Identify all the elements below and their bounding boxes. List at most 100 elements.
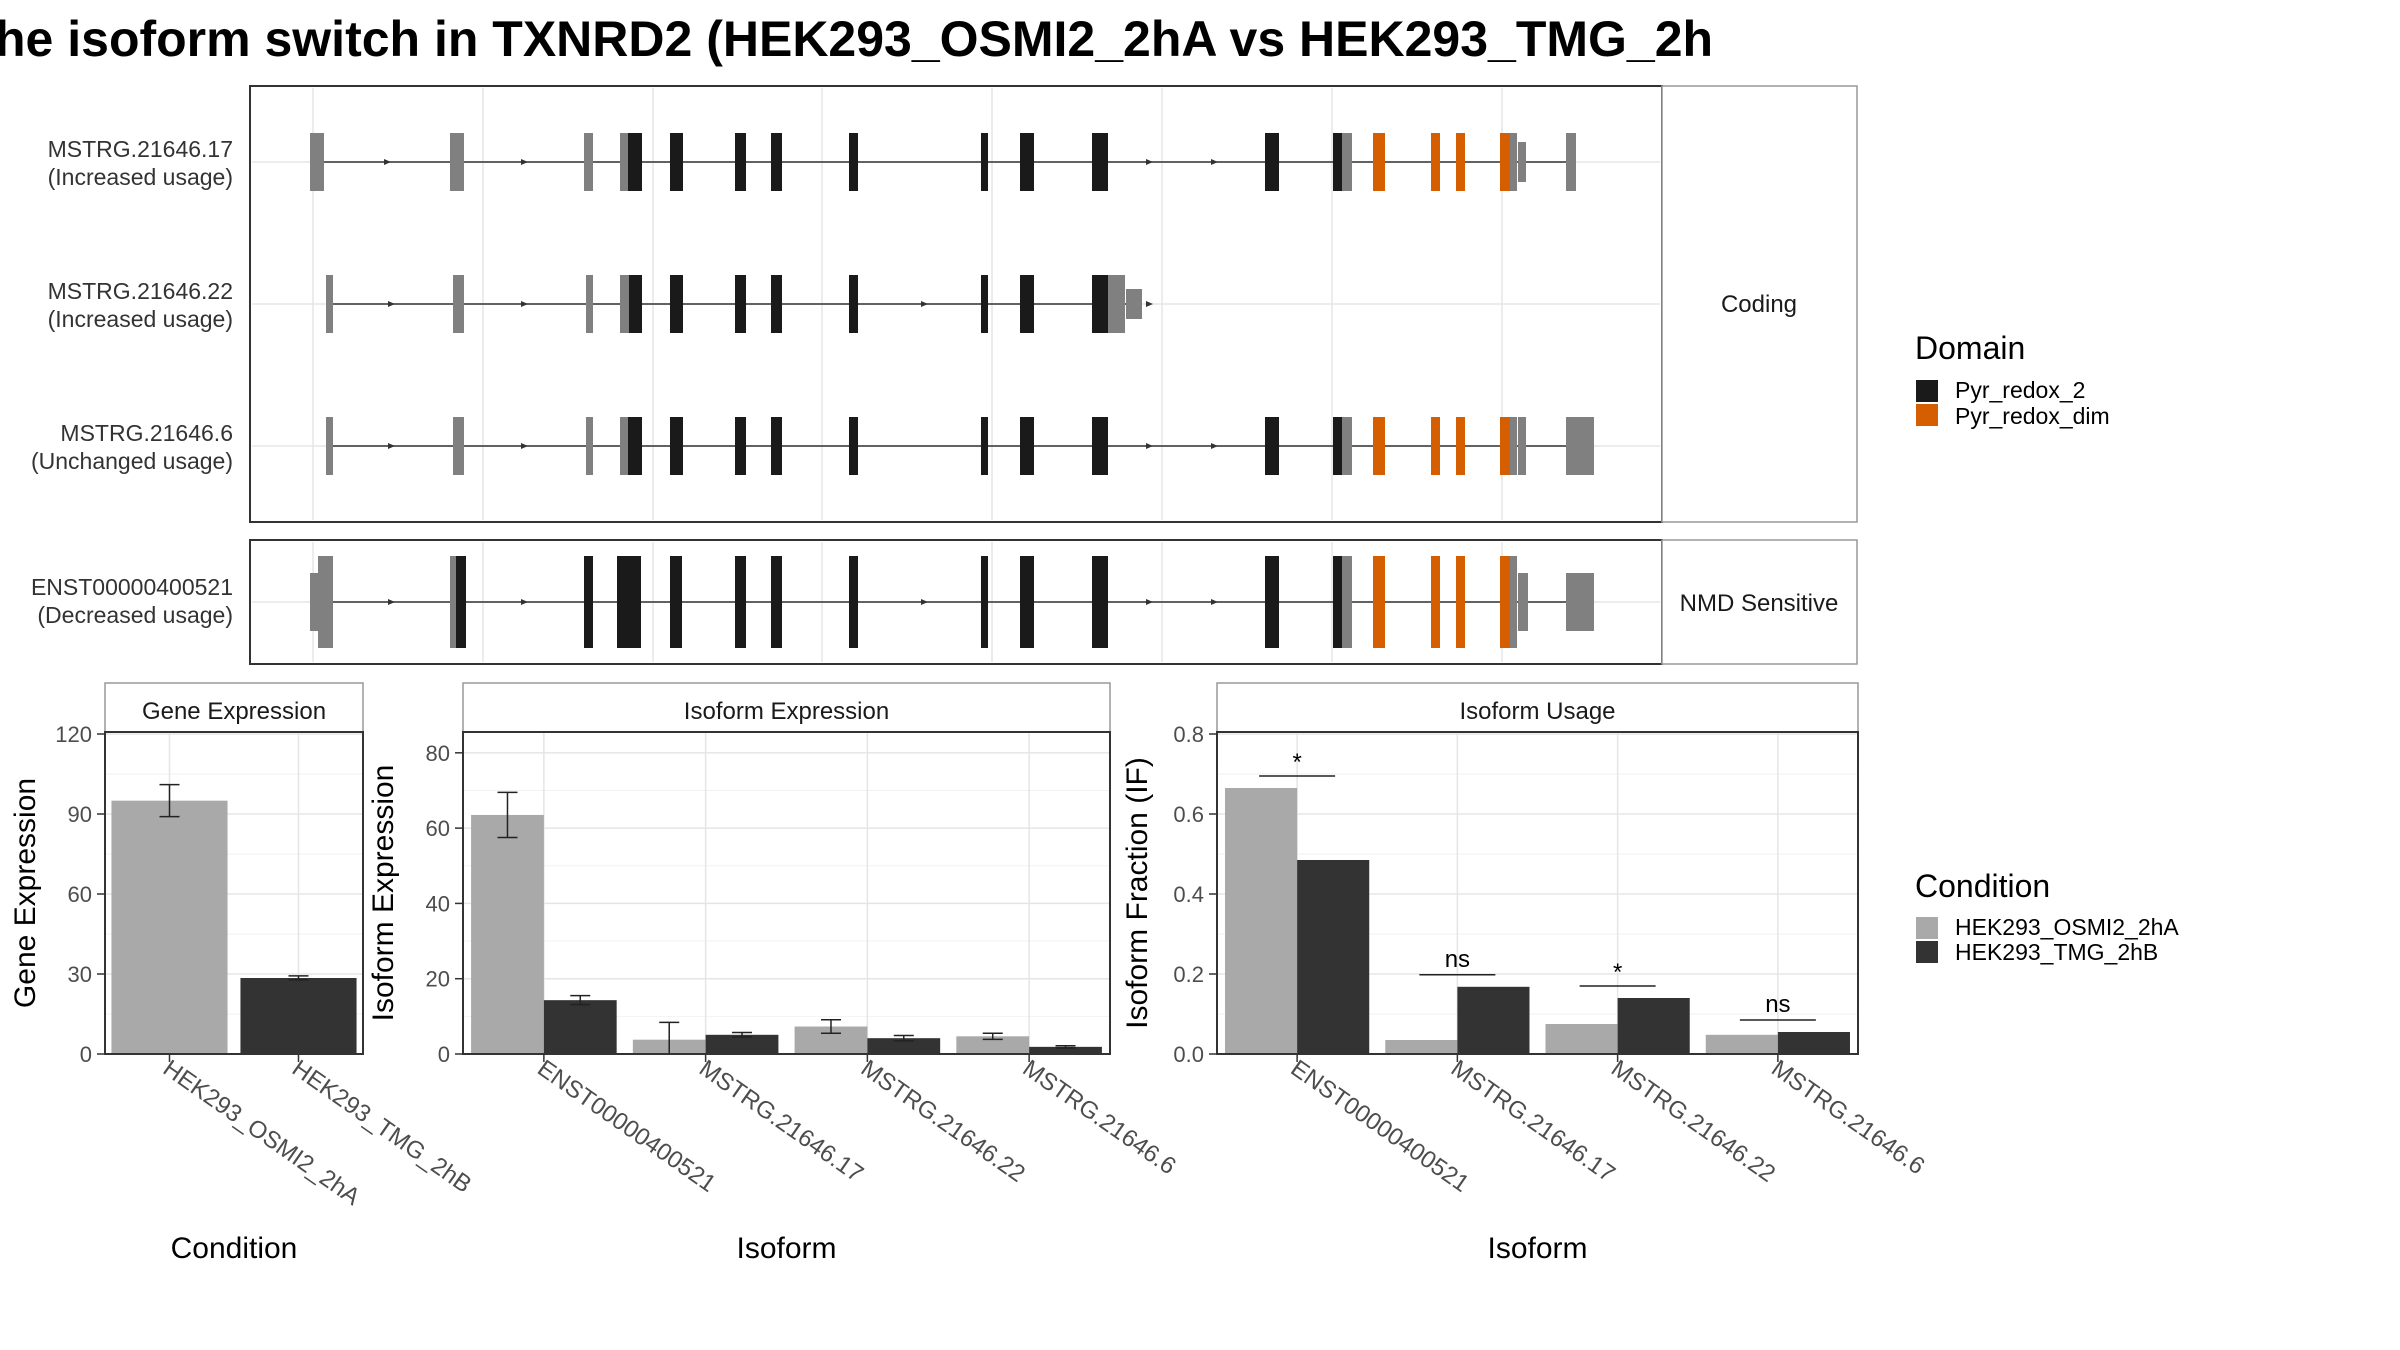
- y-axis-title: Isoform Expression: [367, 765, 400, 1022]
- exon: [450, 133, 464, 191]
- exon: [1518, 417, 1526, 475]
- bar: [1029, 1046, 1102, 1054]
- exon: [1108, 275, 1125, 333]
- exon: [586, 417, 593, 475]
- strand-arrow: [388, 443, 395, 449]
- exon: [771, 556, 782, 648]
- domain-legend: Domain Pyr_redox_2 Pyr_redox_dim: [1915, 330, 2110, 429]
- x-tick-label: MSTRG.21646.22: [856, 1055, 1030, 1188]
- strand-arrow: [521, 599, 528, 605]
- exon: [1265, 417, 1279, 475]
- exon: [1510, 417, 1517, 475]
- exon: [1431, 556, 1440, 648]
- panel-border: [1216, 731, 1859, 1055]
- x-tick-label: MSTRG.21646.6: [1018, 1055, 1181, 1180]
- exon: [326, 417, 333, 475]
- exon: [1500, 417, 1510, 475]
- transcript-row: [310, 556, 1594, 648]
- transcript-row: [326, 275, 1153, 333]
- exon: [1456, 417, 1465, 475]
- exon: [453, 417, 464, 475]
- bar: [1705, 1034, 1778, 1054]
- exon: [584, 133, 593, 191]
- exon: [1092, 275, 1108, 333]
- exon: [456, 556, 466, 648]
- figure-title: he isoform switch in TXNRD2 (HEK293_OSMI…: [0, 11, 1713, 67]
- exon: [1500, 556, 1510, 648]
- bar: [956, 1036, 1030, 1054]
- exon: [771, 417, 782, 475]
- significance-label: *: [1292, 749, 1301, 776]
- exon: [735, 417, 746, 475]
- exon: [1510, 556, 1517, 648]
- exon: [1373, 417, 1385, 475]
- exon: [849, 556, 858, 648]
- exon: [1020, 133, 1034, 191]
- coding-strip-label: Coding: [1721, 291, 1797, 318]
- panel-border: [462, 731, 1111, 1055]
- facet-strip: [104, 682, 364, 733]
- exon: [1342, 417, 1352, 475]
- strand-arrow: [921, 599, 928, 605]
- y-tick-label: 120: [55, 722, 92, 747]
- legend-label-cond-b: HEK293_TMG_2hB: [1955, 939, 2158, 965]
- exon: [1333, 417, 1342, 475]
- nmd-strip-label: NMD Sensitive: [1680, 590, 1839, 617]
- exon: [1126, 289, 1142, 319]
- y-tick-label: 80: [426, 741, 450, 766]
- y-tick-label: 20: [426, 967, 450, 992]
- exon: [735, 275, 746, 333]
- legend-label-pyr-redox-2: Pyr_redox_2: [1955, 377, 2085, 403]
- exon: [1020, 556, 1034, 648]
- exon: [1333, 556, 1342, 648]
- transcript-row: [326, 417, 1594, 475]
- row-label-id: MSTRG.21646.6: [60, 420, 233, 446]
- transcript-structure-panel: Coding NMD Sensitive MSTRG.21646.17 (Inc…: [31, 85, 1858, 665]
- exon: [1020, 417, 1034, 475]
- exon: [1342, 133, 1352, 191]
- row-label-usage: (Increased usage): [48, 164, 233, 190]
- exon: [1431, 133, 1440, 191]
- significance-label: ns: [1765, 991, 1790, 1018]
- strand-arrow: [384, 159, 391, 165]
- y-axis-title: Isoform Fraction (IF): [1121, 757, 1154, 1029]
- y-tick-label: 0: [438, 1042, 450, 1067]
- exon: [1092, 417, 1108, 475]
- facet-strip-label: Isoform Expression: [684, 698, 889, 725]
- row-label-usage: (Decreased usage): [37, 602, 233, 628]
- bar: [1777, 1032, 1850, 1054]
- exon: [1518, 142, 1526, 182]
- exon: [1092, 556, 1108, 648]
- legend-swatch-pyr-redox-2: [1916, 380, 1938, 402]
- transcript-rows: [310, 133, 1594, 648]
- bar: [543, 1000, 617, 1054]
- row-label-usage: (Increased usage): [48, 306, 233, 332]
- strand-arrow: [1146, 599, 1153, 605]
- exon: [310, 133, 324, 191]
- row-label-id: MSTRG.21646.17: [48, 136, 233, 162]
- bar: [471, 814, 544, 1054]
- bar: [1457, 986, 1530, 1054]
- facet-strip-label: Isoform Usage: [1459, 698, 1615, 725]
- row-label-usage: (Unchanged usage): [31, 448, 233, 474]
- exon: [771, 133, 782, 191]
- exon: [981, 275, 988, 333]
- x-tick-label: MSTRG.21646.6: [1766, 1055, 1929, 1180]
- strand-arrow: [1146, 443, 1153, 449]
- bar: [1385, 1040, 1458, 1054]
- exon: [1500, 133, 1510, 191]
- condition-legend: Condition HEK293_OSMI2_2hA HEK293_TMG_2h…: [1915, 868, 2179, 965]
- exon: [849, 133, 858, 191]
- exon: [670, 556, 682, 648]
- y-tick-label: 0.6: [1173, 802, 1204, 827]
- y-tick-label: 0.4: [1173, 882, 1204, 907]
- exon: [629, 275, 642, 333]
- strand-arrow: [921, 301, 928, 307]
- exon: [849, 275, 858, 333]
- facet-strip-label: Gene Expression: [142, 698, 326, 725]
- y-tick-label: 0.0: [1173, 1042, 1204, 1067]
- panel-border: [104, 731, 364, 1055]
- y-tick-label: 40: [426, 891, 450, 916]
- exon: [1342, 556, 1352, 648]
